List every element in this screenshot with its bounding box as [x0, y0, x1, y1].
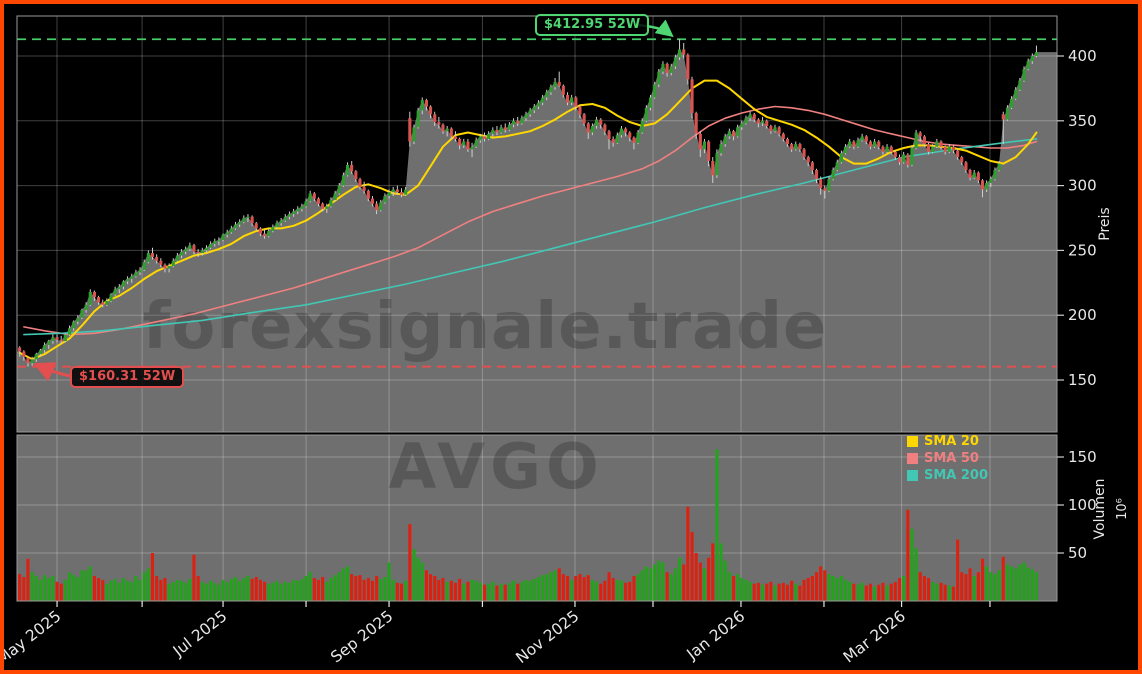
price-axis-title: Preis	[1097, 207, 1113, 240]
price-tick-label: 150	[1068, 371, 1097, 389]
time-tick-label: Jan 2026	[683, 607, 749, 664]
stock-chart-svg: forexsignale.trade AVGO 150 200 250 300 350 4…	[4, 15, 1130, 668]
legend-label: SMA 20	[924, 434, 979, 449]
time-tick-label: Jul 2025	[169, 607, 231, 661]
volume-axis-title: Volumen	[1092, 479, 1108, 540]
low-52w-annotation: $160.31 52W	[70, 366, 185, 388]
legend-label: SMA 50	[924, 451, 979, 466]
volume-tick-label: 150	[1068, 448, 1097, 466]
legend-item-sma50: SMA 50	[907, 450, 988, 467]
price-tick-label: 200	[1068, 306, 1097, 324]
price-tick-label: 400	[1068, 47, 1097, 65]
sma200-swatch-icon	[907, 470, 918, 481]
price-tick-label: 350	[1068, 112, 1097, 130]
time-tick-label: Mar 2026	[840, 607, 909, 667]
volume-panel-background	[17, 435, 1057, 601]
legend-item-sma20: SMA 20	[907, 433, 988, 450]
sma50-swatch-icon	[907, 453, 918, 464]
volume-tick-label: 100	[1068, 496, 1097, 514]
time-tick-label: Sep 2025	[327, 607, 396, 666]
sma20-swatch-icon	[907, 436, 918, 447]
symbol-watermark: AVGO	[388, 430, 603, 503]
candlesticks	[18, 39, 1038, 367]
volume-bars	[18, 449, 1038, 601]
reference-lines	[17, 38, 1057, 368]
sma-lines	[18, 79, 1038, 361]
legend-label: SMA 200	[924, 468, 989, 483]
price-area-fill	[17, 49, 1057, 432]
site-watermark: forexsignale.trade	[143, 290, 828, 364]
time-tick-label: Nov 2025	[513, 607, 583, 667]
price-tick-label: 300	[1068, 177, 1097, 195]
time-tick-label: May 2025	[4, 607, 65, 668]
price-tick-label: 250	[1068, 241, 1097, 259]
high-52w-annotation: $412.95 52W	[535, 14, 650, 36]
volume-tick-label: 50	[1068, 544, 1087, 562]
legend-item-sma200: SMA 200	[907, 467, 988, 484]
volume-axis-scale: 10⁶	[1115, 498, 1130, 520]
sma-legend: SMA 20 SMA 50 SMA 200	[907, 433, 988, 484]
